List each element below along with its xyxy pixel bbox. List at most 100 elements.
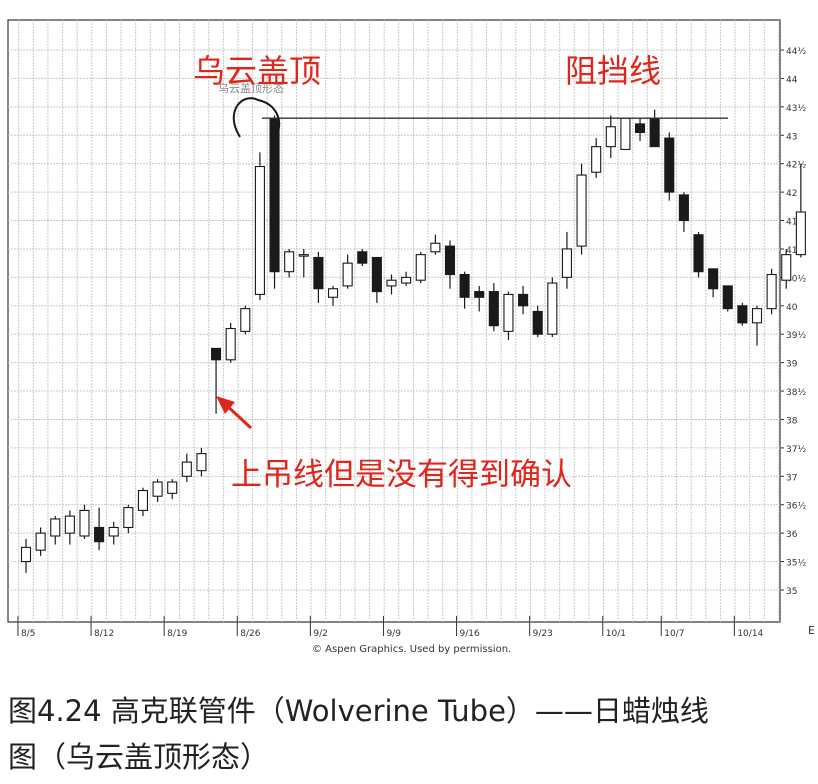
axes: 44½4443½4342½4241½4140½4039½3938½3837½37… [17,47,806,639]
candles [20,109,806,573]
candle [576,163,587,255]
candle [240,305,251,335]
candle [284,248,295,278]
y-tick-label: 42 [786,189,797,199]
candle [342,254,353,289]
y-tick-label: 40½ [786,274,806,284]
candle-body-white [35,532,46,551]
candle [108,521,119,545]
candle [649,109,660,148]
candle-body-black [532,310,543,335]
candle [64,510,75,545]
candle-body-black [664,137,675,193]
y-tick-label: 36 [786,530,798,540]
candle-body-white [79,509,90,537]
candle-body-white [576,174,587,247]
candle-body-black [634,123,646,133]
axis-edge-label: E [808,624,815,637]
caption-line-2: 图（乌云盖顶形态） [8,740,270,774]
candle [722,285,733,312]
candle-body-white [766,273,777,310]
candle-body-black [693,234,704,273]
candle [20,538,32,573]
y-tick-label: 37½ [786,445,806,455]
candle [313,251,324,303]
candle [518,285,529,315]
candle [152,479,163,502]
x-tick-label: 10/1 [606,629,626,639]
y-tick-label: 42½ [786,161,806,171]
candle-body-white [240,308,251,332]
chart-svg: 44½4443½4342½4241½4140½4039½3938½3837½37… [7,19,815,655]
candle [795,163,806,258]
candle-body-white [591,146,602,173]
candle-body-white [137,489,149,511]
copyright-text: © Aspen Graphics. Used by permission. [312,644,511,655]
candle-body-black [269,117,280,273]
candle [737,302,748,326]
y-tick-label: 38 [786,416,798,426]
candle-body-black [94,526,105,543]
hanging-man-label: 上吊线但是没有得到确认 [231,457,572,493]
candle [401,271,412,286]
candle [415,251,426,284]
candle [269,115,280,289]
candle [708,268,719,298]
candle-body-black [518,293,529,307]
candle-body-white [167,481,178,494]
x-tick-label: 9/2 [313,629,327,639]
figure-caption: 图4.24 高克联管件（Wolverine Tube）——日蜡烛线 图（乌云盖顶… [8,688,813,780]
y-tick-label: 43½ [786,104,806,114]
candle-body-black [313,256,324,290]
y-tick-label: 35 [786,587,797,597]
candle-body-white [795,211,806,256]
candlestick-chart: 44½4443½4342½4241½4140½4039½3938½3837½37… [7,19,815,655]
y-tick-label: 37 [786,473,797,483]
candle-body-black [357,251,368,264]
candle-body-white [430,242,441,253]
candle-body-white [152,481,163,497]
candle-body-black [722,285,733,310]
candle-body-white [620,117,631,151]
candle-body-black [211,347,222,361]
candle [532,305,543,338]
candle [94,507,105,551]
y-tick-label: 35½ [786,559,806,569]
candle-body-white [225,327,236,361]
caption-line-1: 图4.24 高克联管件（Wolverine Tube）——日蜡烛线 [8,694,709,728]
candle [503,291,514,340]
candle-body-white [386,279,397,287]
candle-body-white [181,461,192,477]
candle-body-white [20,546,32,563]
dark-cloud-label: 乌云盖顶 [193,52,321,90]
candle-body-white [781,254,792,281]
candle [181,453,192,482]
candle-body-white [401,276,412,284]
x-tick-label: 8/26 [240,629,260,639]
candle [196,447,207,477]
y-tick-label: 39 [786,360,798,370]
candle-body-black [488,291,499,327]
candle-body-black [459,273,470,298]
candle [79,504,90,539]
candle-body-white [254,165,265,295]
x-tick-label: 10/7 [664,629,684,639]
candle [664,132,675,201]
dark-cloud-arc [232,97,281,138]
candle-body-white [298,254,309,257]
x-tick-label: 9/16 [460,629,480,639]
x-tick-label: 10/14 [737,629,763,639]
candle [766,268,777,315]
y-tick-label: 43 [786,132,797,142]
candle [634,118,646,141]
candle [298,248,309,278]
candle [225,322,236,363]
candle [605,115,616,158]
candle [254,152,265,301]
x-tick-label: 9/23 [533,629,553,639]
candle-body-black [649,117,660,148]
candle [386,274,397,295]
candle [430,234,441,255]
candle-body-white [605,126,616,148]
annotations: 乌云盖顶形态 乌云盖顶 阻挡线 上吊线但是没有得到确认 © Aspen Grap… [193,52,815,655]
